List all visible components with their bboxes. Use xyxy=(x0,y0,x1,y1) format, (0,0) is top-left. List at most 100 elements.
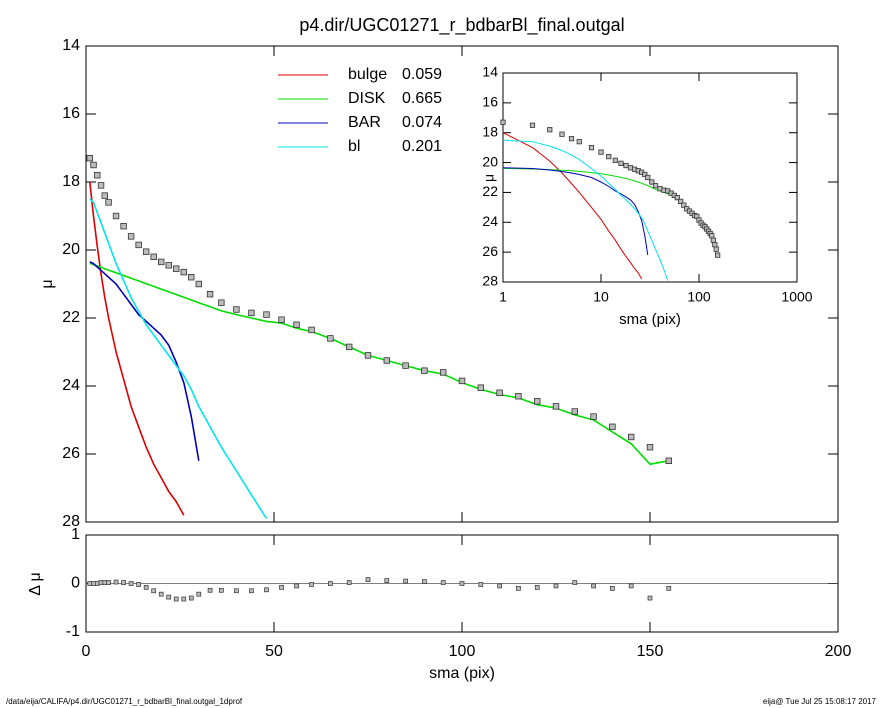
data-point xyxy=(105,199,112,206)
residual-point xyxy=(328,581,333,586)
residual-point xyxy=(422,579,427,584)
data-point xyxy=(345,343,353,351)
component-line xyxy=(502,167,719,258)
residual-point xyxy=(294,583,299,589)
y-tick-label: 28 xyxy=(62,513,80,530)
residual-point xyxy=(151,588,157,594)
residual-point xyxy=(158,591,164,597)
residual-point xyxy=(94,581,100,586)
x-tick-label: 100 xyxy=(449,643,476,660)
data-point xyxy=(97,182,105,189)
data-point xyxy=(364,352,372,359)
residual-point xyxy=(234,588,239,594)
data-point xyxy=(180,268,187,276)
residual-point xyxy=(181,596,187,602)
inset-x-tick-label: 100 xyxy=(687,289,711,305)
residual-point xyxy=(196,591,202,597)
residual-point xyxy=(591,583,596,589)
data-point xyxy=(278,316,285,323)
inset-y-tick-label: 28 xyxy=(482,273,498,289)
inset-y-tick-label: 18 xyxy=(482,123,498,139)
residual-point xyxy=(121,580,126,585)
data-point xyxy=(678,198,684,204)
inset-y-tick-label: 24 xyxy=(482,213,498,229)
residual-point xyxy=(113,579,119,585)
data-point xyxy=(712,242,718,248)
residual-point xyxy=(572,580,578,585)
chart-title: p4.dir/UGC01271_r_bdbarBl_final.outgal xyxy=(299,15,624,36)
component-line xyxy=(502,132,643,280)
residual-point xyxy=(128,581,134,586)
residual-point xyxy=(91,581,96,586)
y-tick-label: 14 xyxy=(62,37,80,54)
data-point xyxy=(218,299,225,306)
inset-x-tick-label: 1000 xyxy=(781,289,812,305)
data-point xyxy=(547,127,553,133)
data-point xyxy=(576,139,582,145)
residual-point xyxy=(497,583,502,589)
residual-point xyxy=(188,595,194,601)
data-point xyxy=(571,408,578,415)
legend-label: BAR xyxy=(348,114,381,131)
data-point xyxy=(713,246,719,252)
inset-y-label: μ xyxy=(481,174,497,182)
x-tick-label: 50 xyxy=(265,643,283,660)
data-point xyxy=(112,212,120,220)
residual-point xyxy=(102,580,108,585)
residual-point xyxy=(166,594,172,600)
data-point xyxy=(86,154,93,162)
data-point xyxy=(568,136,575,142)
data-point xyxy=(623,162,629,169)
data-point xyxy=(500,119,506,125)
inset-y-tick-label: 22 xyxy=(482,183,498,199)
residual-point xyxy=(309,582,314,587)
data-point xyxy=(665,457,672,464)
data-point xyxy=(173,265,180,272)
data-point xyxy=(515,392,522,400)
legend-fraction: 0.665 xyxy=(402,90,442,107)
residual-point xyxy=(534,585,540,590)
inset-y-tick-label: 26 xyxy=(482,243,498,259)
data-point xyxy=(588,145,595,151)
data-point xyxy=(477,384,484,391)
data-point xyxy=(606,153,612,160)
residual-point xyxy=(87,581,93,586)
inset-x-tick-label: 10 xyxy=(593,289,609,305)
residual-point xyxy=(143,585,149,590)
x-tick-label: 150 xyxy=(637,643,664,660)
footer-date: eija@ Tue Jul 25 15:08:17 2017 xyxy=(763,697,877,706)
data-point xyxy=(552,403,560,410)
x-tick-label: 200 xyxy=(825,643,852,660)
legend-fraction: 0.059 xyxy=(402,66,442,83)
data-point xyxy=(150,253,157,260)
x-tick-label: 0 xyxy=(82,643,91,660)
y-tick-label: 24 xyxy=(62,377,80,394)
data-point xyxy=(101,192,108,199)
inset-x-tick-label: 1 xyxy=(499,289,507,305)
data-point xyxy=(135,241,142,249)
component-line xyxy=(89,198,268,520)
y-tick-label: 16 xyxy=(62,105,80,122)
data-point xyxy=(248,309,255,317)
residual-point xyxy=(403,578,408,584)
data-point xyxy=(609,423,616,430)
data-point xyxy=(421,367,428,374)
data-point xyxy=(233,306,240,313)
data-point xyxy=(458,377,466,385)
data-point xyxy=(645,174,651,181)
y-tick-label: 26 xyxy=(62,445,80,462)
data-point xyxy=(383,357,390,364)
residual-point xyxy=(98,580,104,585)
residual-point xyxy=(553,583,559,589)
residual-y-label: Δ μ xyxy=(27,572,44,595)
data-point xyxy=(681,202,687,208)
legend-label: DISK xyxy=(348,90,386,107)
residual-point xyxy=(173,596,179,602)
data-point xyxy=(646,443,654,451)
inset-frame xyxy=(502,72,798,283)
data-point xyxy=(496,389,503,396)
y-tick-label: 18 xyxy=(62,173,80,190)
inset-y-tick-label: 14 xyxy=(482,64,498,80)
component-line xyxy=(89,181,185,516)
